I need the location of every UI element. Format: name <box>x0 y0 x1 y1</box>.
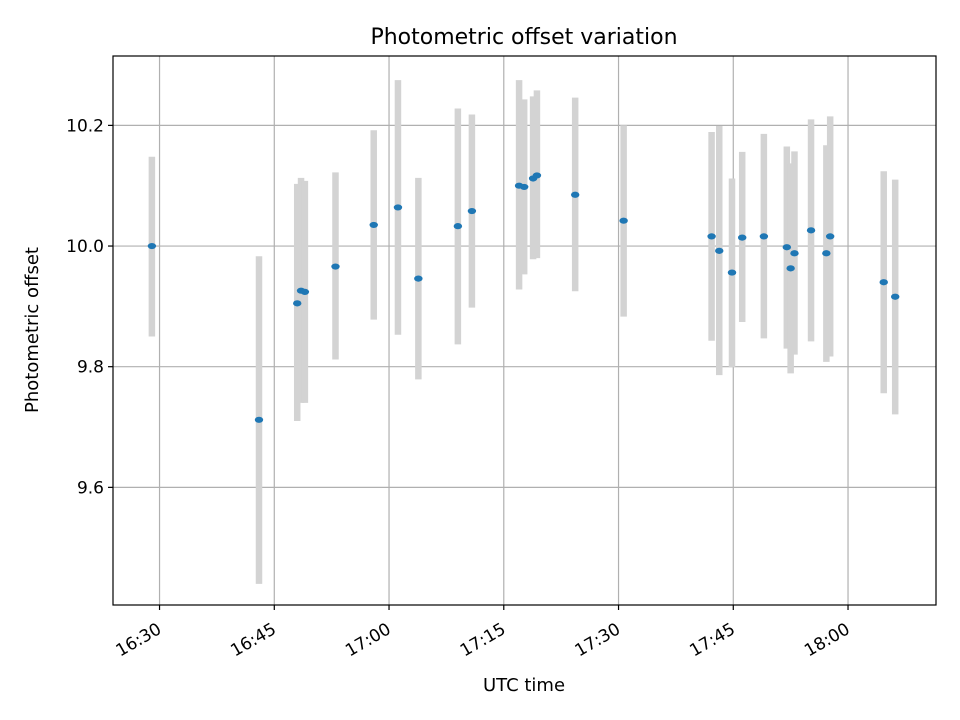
data-point-19 <box>727 269 737 276</box>
x-tick-label-5: 17:45 <box>686 619 738 661</box>
data-point-14 <box>532 172 542 179</box>
data-point-29 <box>891 293 900 300</box>
y-tick-label-0: 9.6 <box>77 478 104 498</box>
data-point-24 <box>790 250 799 257</box>
data-point-17 <box>707 233 716 240</box>
data-point-15 <box>570 191 580 198</box>
y-axis-label: Photometric offset <box>22 247 43 413</box>
data-point-2 <box>293 300 302 307</box>
data-point-27 <box>825 233 835 240</box>
y-tick-label-3: 10.2 <box>66 116 104 136</box>
data-point-8 <box>414 275 423 282</box>
data-point-10 <box>467 207 477 215</box>
data-point-6 <box>369 221 378 229</box>
x-tick-label-1: 16:45 <box>227 619 279 661</box>
point-layer <box>147 172 900 423</box>
data-point-26 <box>822 250 831 257</box>
data-point-22 <box>782 244 792 251</box>
x-axis-ticks: 16:30 16:45 17:00 17:15 17:30 17:45 18:00 <box>113 605 854 661</box>
data-point-0 <box>147 242 157 250</box>
errorbar-layer <box>148 80 899 584</box>
data-point-16 <box>619 217 628 224</box>
x-tick-label-3: 17:15 <box>457 619 509 661</box>
x-tick-label-0: 16:30 <box>113 619 165 661</box>
data-point-21 <box>759 233 769 240</box>
y-tick-label-2: 10.0 <box>66 237 104 257</box>
x-axis-label: UTC time <box>483 675 565 696</box>
data-point-4 <box>300 288 310 295</box>
data-point-1 <box>254 416 264 423</box>
y-axis-ticks: 9.6 9.8 10.0 10.2 <box>66 116 113 498</box>
data-point-12 <box>519 183 529 191</box>
data-point-7 <box>393 204 403 211</box>
data-point-23 <box>786 265 795 272</box>
data-point-9 <box>453 223 463 230</box>
x-tick-label-4: 17:30 <box>572 619 624 661</box>
plot-frame <box>112 55 937 606</box>
data-point-28 <box>879 279 888 286</box>
data-point-5 <box>331 263 340 270</box>
data-point-25 <box>806 227 816 234</box>
x-tick-label-2: 17:00 <box>342 619 394 661</box>
y-tick-label-1: 9.8 <box>77 358 104 378</box>
data-point-20 <box>738 234 747 241</box>
x-tick-label-6: 18:00 <box>801 619 853 661</box>
data-point-18 <box>715 247 724 254</box>
chart-title: Photometric offset variation <box>370 25 677 50</box>
